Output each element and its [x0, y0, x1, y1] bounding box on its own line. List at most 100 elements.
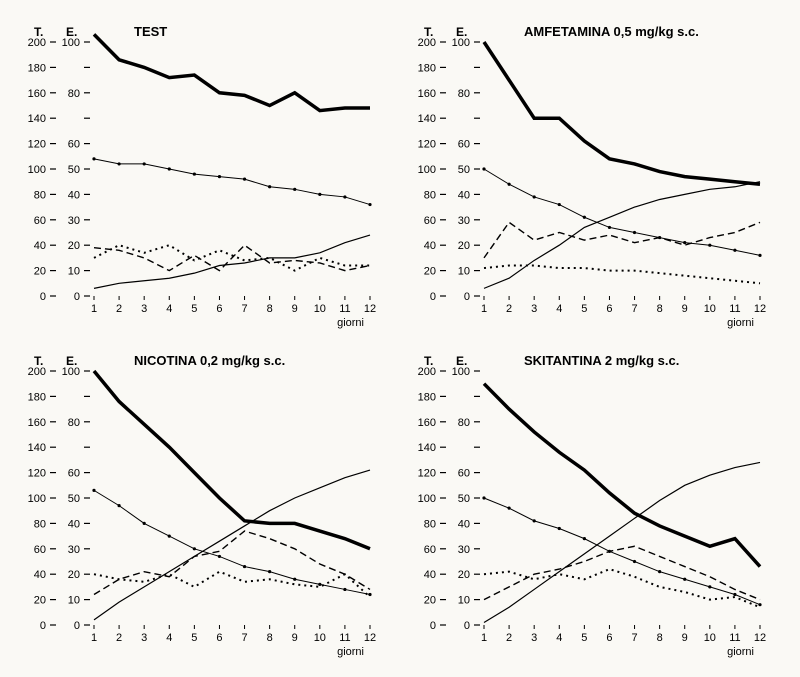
series-marker [318, 193, 321, 196]
x-tick-label: 2 [506, 303, 512, 315]
x-tick-label: 7 [631, 303, 637, 315]
y1-tick-label: 140 [28, 113, 46, 125]
x-tick-label: 7 [631, 632, 637, 644]
series-marker [168, 534, 171, 537]
y1-tick-label: 200 [28, 37, 46, 49]
y2-tick-label: 60 [68, 139, 80, 151]
y1-tick-label: 160 [418, 88, 436, 100]
x-axis-label: giorni [337, 646, 364, 658]
x-tick-label: 4 [556, 632, 562, 644]
x-tick-label: 11 [729, 632, 740, 644]
series-marker [218, 554, 221, 557]
y1-tick-label: 80 [34, 189, 46, 201]
x-tick-label: 7 [241, 303, 247, 315]
series-marker [733, 249, 736, 252]
y2-tick-label: 80 [458, 88, 470, 100]
series-marker [482, 496, 485, 499]
series-marker [92, 488, 95, 491]
series-marker [507, 183, 510, 186]
x-tick-label: 11 [339, 632, 350, 644]
x-tick-label: 3 [141, 632, 147, 644]
series-thin_dots [484, 498, 760, 605]
y1-tick-label: 180 [418, 62, 436, 74]
y2-tick-label: 80 [68, 416, 80, 428]
x-tick-label: 10 [314, 303, 326, 315]
series-marker [683, 577, 686, 580]
x-tick-label: 8 [267, 632, 273, 644]
y2-tick-label: 50 [68, 164, 80, 176]
series-thin [484, 182, 760, 289]
series-thick [484, 383, 760, 566]
y1-tick-label: 20 [34, 266, 46, 278]
y1-tick-label: 200 [418, 366, 436, 378]
y2-tick-label: 40 [68, 189, 80, 201]
chart-page: TESTT.E.00201040206030804010050120601401… [0, 0, 800, 677]
y1-tick-label: 120 [418, 467, 436, 479]
y1-tick-label: 180 [28, 391, 46, 403]
x-tick-label: 5 [581, 303, 587, 315]
y1-tick-label: 0 [430, 291, 436, 303]
y2-tick-label: 20 [458, 569, 470, 581]
y2-tick-label: 100 [452, 366, 470, 378]
series-thin [94, 235, 370, 288]
series-marker [583, 216, 586, 219]
series-thin [94, 470, 370, 620]
series-marker [708, 244, 711, 247]
series-dotted [484, 569, 760, 607]
y1-tick-label: 40 [424, 569, 436, 581]
x-tick-label: 10 [314, 632, 326, 644]
y1-tick-label: 0 [40, 620, 46, 632]
y1-tick-label: 80 [424, 518, 436, 530]
series-thick [94, 371, 370, 549]
y2-tick-label: 50 [68, 493, 80, 505]
x-tick-label: 6 [216, 632, 222, 644]
y2-tick-label: 30 [458, 543, 470, 555]
x-tick-label: 4 [556, 303, 562, 315]
series-dotted [94, 571, 370, 596]
series-marker [117, 504, 120, 507]
x-tick-label: 12 [754, 303, 766, 315]
y2-tick-label: 40 [68, 518, 80, 530]
y2-tick-label: 40 [458, 189, 470, 201]
series-marker [758, 603, 761, 606]
panel-test: TESTT.E.00201040206030804010050120601401… [20, 20, 390, 339]
series-marker [683, 241, 686, 244]
y1-tick-label: 40 [34, 569, 46, 581]
panel-amfetamina: AMFETAMINA 0,5 mg/kg s.c.T.E.00201040206… [410, 20, 780, 339]
y2-tick-label: 100 [452, 37, 470, 49]
series-marker [507, 506, 510, 509]
y1-tick-label: 60 [424, 543, 436, 555]
y2-tick-label: 0 [464, 620, 470, 632]
y1-tick-label: 140 [28, 442, 46, 454]
y1-tick-label: 80 [424, 189, 436, 201]
x-tick-label: 4 [166, 632, 172, 644]
y1-tick-label: 40 [34, 240, 46, 252]
series-marker [143, 162, 146, 165]
x-tick-label: 10 [704, 303, 716, 315]
y2-tick-label: 30 [68, 543, 80, 555]
x-tick-label: 3 [531, 632, 537, 644]
x-tick-label: 1 [481, 303, 487, 315]
x-tick-label: 9 [682, 303, 688, 315]
y1-tick-label: 100 [28, 493, 46, 505]
series-thick [484, 42, 760, 184]
y1-tick-label: 200 [28, 366, 46, 378]
y1-tick-label: 40 [424, 240, 436, 252]
series-marker [293, 577, 296, 580]
panel-title: SKITANTINA 2 mg/kg s.c. [524, 353, 679, 368]
y1-tick-label: 160 [418, 416, 436, 428]
series-dotted [484, 266, 760, 284]
series-marker [293, 188, 296, 191]
series-marker [143, 521, 146, 524]
x-tick-label: 12 [364, 632, 376, 644]
x-tick-label: 6 [606, 632, 612, 644]
y1-tick-label: 100 [28, 164, 46, 176]
series-thin_dots [94, 159, 370, 205]
y2-tick-label: 10 [68, 594, 80, 606]
series-marker [243, 564, 246, 567]
x-tick-label: 9 [292, 303, 298, 315]
x-tick-label: 12 [364, 303, 376, 315]
x-tick-label: 3 [141, 303, 147, 315]
y1-tick-label: 100 [418, 493, 436, 505]
x-tick-label: 4 [166, 303, 172, 315]
